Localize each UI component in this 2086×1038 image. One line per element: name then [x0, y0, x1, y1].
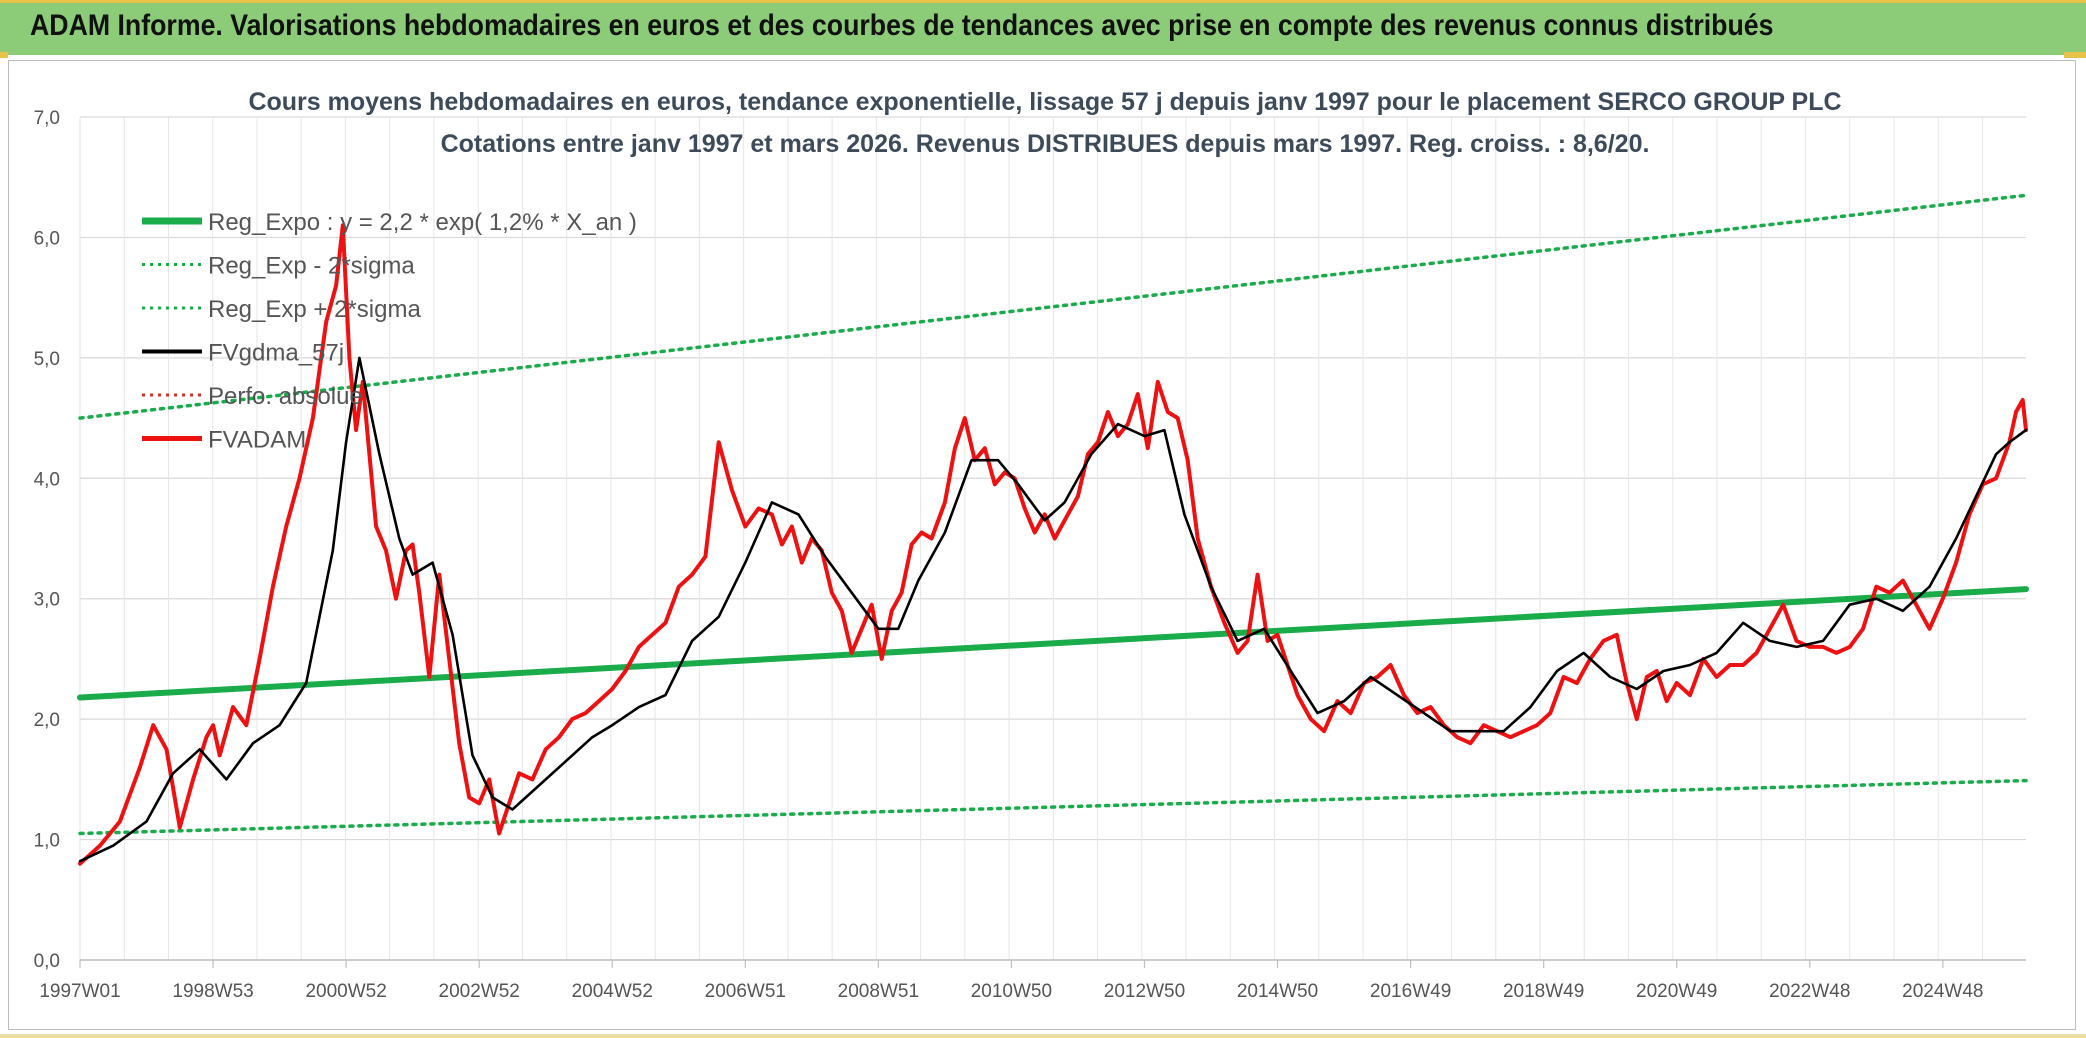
series-line-3	[78, 356, 2028, 863]
chart-subtitle: Cotations entre janv 1997 et mars 2026. …	[441, 130, 1650, 158]
chart-legend: Reg_Expo : y = 2,2 * exp( 1,2% * X_an ) R…	[142, 209, 637, 454]
series-line-0	[77, 586, 2029, 701]
x-tick-label: 2014W50	[1237, 981, 1318, 1002]
x-tick-label: 1997W01	[39, 981, 120, 1002]
legend-label: Reg_Exp - 2*sigma	[208, 253, 415, 280]
x-tick-label: 2006W51	[705, 981, 786, 1002]
y-tick-label: 2,0	[34, 710, 60, 731]
legend-label: FVADAM	[208, 427, 306, 454]
chart-axes: 0,0 1,0 2,0 3,0 4,0 5,0 6,0 7,0 1997W01 1998W53 20…	[34, 108, 2026, 1002]
chart-series	[77, 193, 2029, 866]
series-line-1	[78, 778, 2028, 836]
chart-title: Cours moyens hebdomadaires en euros, ten…	[248, 88, 1841, 116]
banner-corner-left	[0, 52, 8, 58]
chart-grid	[79, 116, 2026, 961]
x-tick-label: 2022W48	[1769, 981, 1850, 1002]
series-line-5	[78, 223, 2028, 866]
x-tick-label: 1998W53	[172, 981, 253, 1002]
legend-label: Perfo. absolue	[208, 383, 363, 410]
bottom-bar	[0, 1034, 2086, 1038]
legend-label: Reg_Exp + 2*sigma	[208, 296, 421, 323]
series-line-2	[78, 193, 2028, 420]
y-tick-label: 6,0	[34, 228, 60, 249]
y-tick-label: 4,0	[34, 469, 60, 490]
y-tick-label: 1,0	[34, 831, 60, 852]
y-tick-label: 7,0	[34, 108, 60, 129]
report-title: ADAM Informe. Valorisations hebdomadaire…	[30, 9, 1774, 42]
x-tick-label: 2002W52	[439, 981, 520, 1002]
x-tick-label: 2010W50	[971, 981, 1052, 1002]
x-tick-label: 2012W50	[1104, 981, 1185, 1002]
report-banner: ADAM Informe. Valorisations hebdomadaire…	[0, 0, 2086, 55]
x-tick-label: 2004W52	[572, 981, 653, 1002]
x-tick-label: 2008W51	[838, 981, 919, 1002]
x-tick-label: 2024W48	[1902, 981, 1983, 1002]
chart-frame	[8, 60, 2076, 1030]
legend-label: Reg_Expo : y = 2,2 * exp( 1,2% * X_an )	[208, 209, 637, 236]
y-tick-label: 0,0	[34, 951, 60, 972]
legend-label: FVgdma_57j	[208, 340, 344, 367]
y-tick-label: 3,0	[34, 590, 60, 611]
y-tick-label: 5,0	[34, 349, 60, 370]
x-tick-label: 2020W49	[1636, 981, 1717, 1002]
x-tick-label: 2000W52	[305, 981, 386, 1002]
x-tick-label: 2018W49	[1503, 981, 1584, 1002]
banner-corner-right	[2064, 52, 2086, 58]
x-tick-label: 2016W49	[1370, 981, 1451, 1002]
